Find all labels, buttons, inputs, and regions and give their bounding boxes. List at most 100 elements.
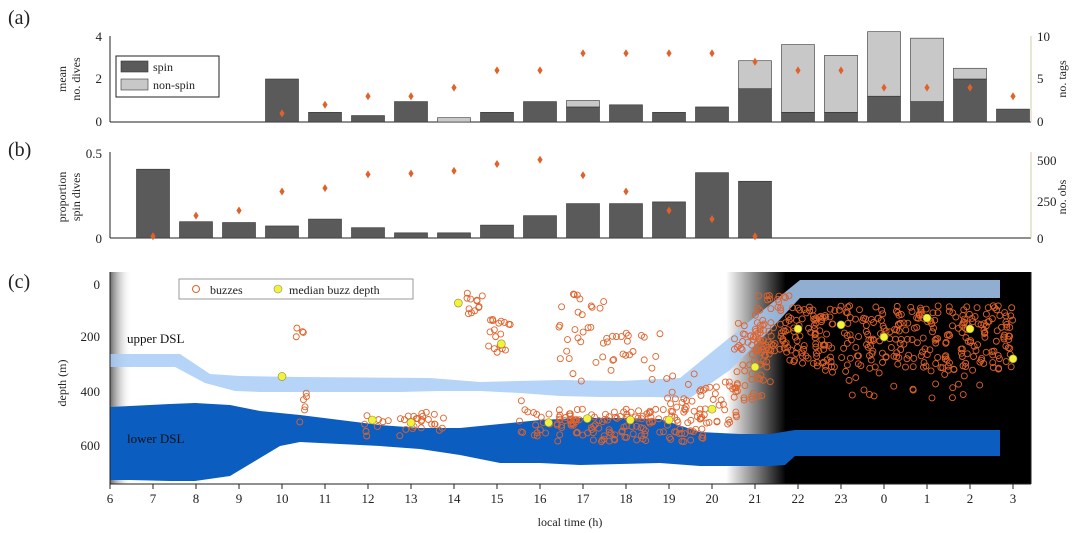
obs-marker [279, 187, 285, 196]
legend-nonspin-swatch [120, 78, 149, 91]
buzz-point [822, 313, 830, 321]
buzz-point [599, 353, 607, 361]
buzz-point [519, 429, 527, 436]
tags-marker [365, 92, 371, 101]
buzz-point [741, 382, 749, 389]
tags-marker [322, 100, 328, 109]
buzz-point [831, 307, 839, 315]
a-ylabel-right: no. tags [1055, 60, 1069, 98]
buzz-point [669, 408, 676, 416]
buzz-point [748, 350, 756, 358]
buzz-point [732, 411, 740, 419]
buzz-point [919, 334, 927, 342]
buzz-point [922, 305, 930, 313]
buzz-point [485, 342, 493, 350]
buzz-point [907, 303, 915, 311]
buzz-point [599, 418, 607, 426]
buzz-point [556, 431, 564, 439]
c-xtick-label: 11 [319, 491, 332, 506]
tags-marker [924, 83, 930, 92]
buzz-point [301, 403, 309, 411]
buzz-point [1001, 309, 1009, 317]
buzz-point [941, 355, 949, 363]
buzz-point [748, 370, 756, 378]
buzz-point [633, 436, 641, 444]
buzz-point [418, 410, 426, 418]
buzz-point [998, 323, 1005, 331]
buzz-point [678, 437, 686, 445]
buzz-point [759, 345, 767, 353]
buzz-point [931, 336, 939, 344]
median-buzz-point [664, 415, 674, 425]
buzz-point [976, 381, 984, 389]
tags-marker [795, 66, 801, 75]
tags-marker [967, 83, 973, 92]
buzz-point [765, 327, 773, 335]
buzz-point [697, 386, 705, 394]
buzz-point [667, 400, 674, 408]
buzz-point [697, 415, 705, 423]
bar-spin-a [652, 112, 686, 123]
buzz-point [908, 336, 916, 344]
buzz-point [647, 413, 655, 421]
buzz-point [868, 350, 876, 358]
panel-b-label: (b) [8, 139, 31, 161]
buzz-point [671, 395, 679, 403]
buzz-point [903, 355, 911, 363]
buzz-point [945, 330, 953, 338]
buzz-point [475, 303, 483, 310]
buzz-point [696, 405, 704, 413]
buzz-point [666, 434, 673, 441]
buzz-point [878, 306, 886, 314]
c-xtick-label: 19 [663, 491, 676, 506]
buzz-point [920, 363, 927, 371]
buzz-point [782, 319, 790, 327]
buzz-point [942, 352, 950, 360]
obs-marker [150, 232, 156, 241]
buzz-point [770, 324, 777, 332]
bar-proportion-b [480, 224, 514, 239]
buzz-point [812, 349, 820, 357]
buzz-point [765, 350, 773, 358]
buzz-point [989, 359, 997, 366]
buzz-point [960, 372, 968, 380]
buzz-point [764, 296, 771, 304]
buzz-point [753, 319, 761, 327]
buzz-point [932, 360, 940, 368]
bar-nonspin-a [953, 67, 987, 80]
buzz-point [994, 302, 1002, 310]
bar-spin-a [996, 108, 1030, 123]
buzz-point [545, 410, 553, 418]
buzz-point [431, 420, 438, 428]
buzz-point [982, 310, 990, 318]
buzz-point [984, 304, 992, 312]
buzz-point [852, 343, 860, 351]
median-buzz-point [496, 339, 506, 349]
buzz-point [879, 310, 887, 318]
buzz-point [789, 304, 796, 312]
buzz-point [683, 397, 690, 405]
buzz-point [930, 324, 937, 332]
buzz-point [977, 321, 985, 329]
buzz-point [950, 365, 958, 373]
buzz-point [497, 317, 505, 325]
a-ytick-right: 5 [1037, 71, 1044, 86]
c-xtick-label: 22 [792, 491, 805, 506]
buzz-point [645, 409, 653, 417]
buzz-point [822, 362, 830, 370]
buzz-point [618, 428, 626, 436]
buzz-point [570, 291, 578, 299]
buzz-point [927, 367, 935, 375]
buzz-point [862, 315, 870, 323]
buzz-point [579, 431, 587, 439]
buzz-point [945, 303, 953, 311]
buzz-point [740, 322, 748, 330]
buzz-point [910, 354, 918, 362]
buzz-point [945, 307, 953, 315]
buzz-point [363, 432, 371, 440]
buzz-point [617, 333, 625, 341]
median-buzz-point [836, 320, 846, 330]
buzz-point [977, 356, 985, 364]
buzz-point [810, 359, 817, 367]
